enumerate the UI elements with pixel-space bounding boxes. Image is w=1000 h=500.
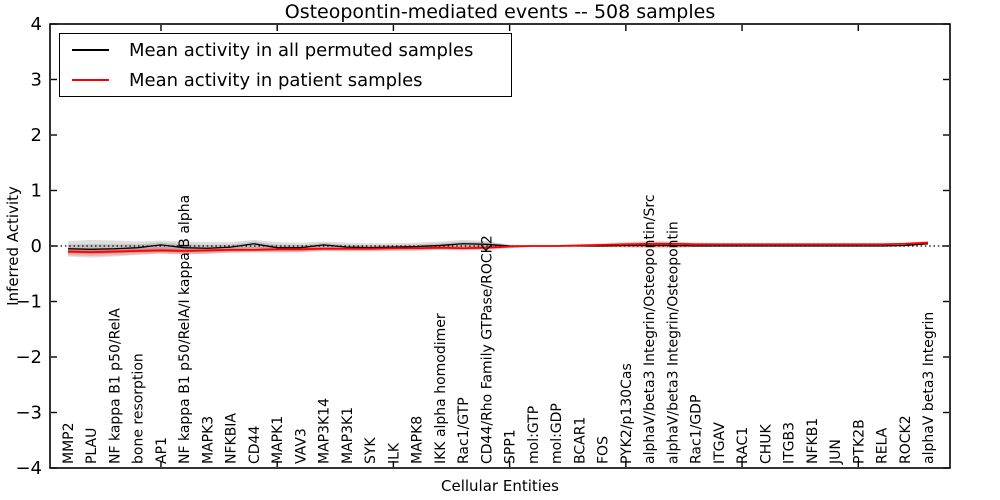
x-category-label: MAP3K1 bbox=[340, 407, 356, 464]
x-category-label: alphaV beta3 Integrin bbox=[921, 312, 937, 464]
x-category-label: CHUK bbox=[758, 423, 774, 464]
ticks: 4 3 2 1 0 −1 −2 −3 −4 bbox=[15, 14, 949, 479]
series-lines bbox=[67, 241, 929, 254]
x-category-label: ITGB3 bbox=[782, 422, 798, 464]
legend-item-permuted: Mean activity in all permuted samples bbox=[72, 37, 511, 63]
band-inner bbox=[68, 241, 928, 254]
x-category-label: MAPK3 bbox=[200, 416, 216, 464]
confidence-bands bbox=[68, 239, 928, 258]
x-category-label: ILK bbox=[386, 442, 402, 464]
y-tick-label: 4 bbox=[31, 14, 42, 35]
x-category-label: MAPK1 bbox=[270, 416, 286, 464]
x-category-label: MAPK8 bbox=[410, 416, 426, 464]
legend-label-patient: Mean activity in patient samples bbox=[129, 69, 423, 91]
x-category-label: mol:GTP bbox=[526, 406, 542, 464]
black-line-sample-icon bbox=[72, 49, 109, 51]
x-category-label: SYK bbox=[363, 437, 379, 464]
x-category-label: MAP3K14 bbox=[317, 398, 333, 464]
spines bbox=[49, 23, 951, 469]
x-category-label: PYK2/p130Cas bbox=[619, 363, 635, 464]
x-category-label: NFKBIA bbox=[224, 413, 240, 464]
y-tick-label: 0 bbox=[31, 236, 42, 257]
plot-border bbox=[49, 23, 951, 469]
x-category-label: SPP1 bbox=[503, 429, 519, 464]
x-category-label: CD44 bbox=[247, 426, 263, 464]
red-line-sample-icon bbox=[72, 79, 109, 81]
x-category-label: VAV3 bbox=[293, 428, 309, 464]
x-category-label: NF kappa B1 p50/RelA bbox=[107, 308, 123, 464]
y-tick-label: −3 bbox=[15, 403, 42, 424]
x-category-label: alphaV/beta3 Integrin/Osteopontin bbox=[665, 221, 681, 464]
x-category-label: Rac1/GTP bbox=[456, 397, 472, 464]
y-tick-label: 2 bbox=[31, 125, 42, 146]
y-tick-label: −2 bbox=[15, 347, 42, 368]
x-category-label: RAC1 bbox=[735, 427, 751, 464]
series-line bbox=[67, 243, 929, 250]
x-category-label: PLAU bbox=[84, 428, 100, 464]
x-category-label: mol:GDP bbox=[549, 403, 565, 464]
x-category-label: PTK2B bbox=[851, 419, 867, 464]
x-category-label: CD44/Rho Family GTPase/ROCK2 bbox=[479, 235, 495, 464]
band-outer bbox=[68, 239, 928, 258]
y-tick-label: 3 bbox=[31, 70, 42, 91]
legend-label-permuted: Mean activity in all permuted samples bbox=[129, 39, 474, 61]
x-category-label: JUN bbox=[828, 439, 844, 465]
x-category-label: FOS bbox=[596, 436, 612, 464]
y-tick-label: −1 bbox=[15, 292, 42, 313]
y-tick-label: −4 bbox=[15, 458, 42, 479]
x-category-label: alphaV/beta3 Integrin/Osteopontin/Src bbox=[642, 194, 658, 464]
series-line bbox=[67, 241, 929, 254]
x-category-label: NF kappa B1 p50/RelA/I kappa B alpha bbox=[177, 195, 193, 464]
category-labels: MMP2 PLAU NF kappa B1 p50/RelA bone resorpt… bbox=[61, 194, 937, 465]
x-category-label: ROCK2 bbox=[898, 415, 914, 464]
x-category-label: AP1 bbox=[154, 437, 170, 464]
x-category-label: Rac1/GDP bbox=[689, 395, 705, 464]
x-category-label: ITGAV bbox=[712, 422, 728, 464]
x-category-label: NFKB1 bbox=[805, 418, 821, 464]
legend: Mean activity in all permuted samples Me… bbox=[59, 33, 512, 97]
x-category-label: bone resorption bbox=[131, 353, 147, 464]
y-tick-label: 1 bbox=[31, 181, 42, 202]
x-category-label: MMP2 bbox=[61, 422, 77, 464]
x-category-label: BCAR1 bbox=[572, 417, 588, 464]
legend-item-patient: Mean activity in patient samples bbox=[72, 67, 511, 93]
chart-title: Osteopontin-mediated events -- 508 sampl… bbox=[284, 1, 716, 23]
x-axis-label: Cellular Entities bbox=[441, 477, 559, 495]
x-category-label: IKK alpha homodimer bbox=[433, 313, 449, 464]
x-category-label: RELA bbox=[875, 427, 891, 464]
y-axis-label: Inferred Activity bbox=[4, 186, 22, 306]
